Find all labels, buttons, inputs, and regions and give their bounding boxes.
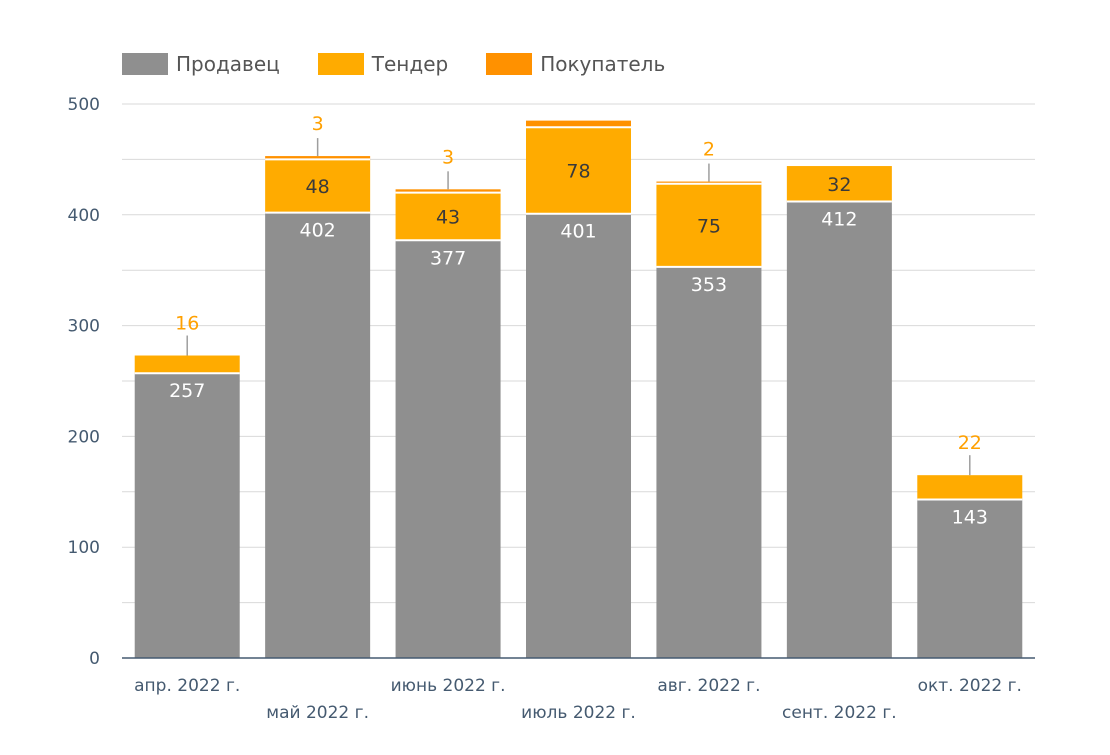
data-label-tender: 32 (827, 174, 851, 196)
data-label-buyer: 3 (312, 113, 324, 135)
y-tick-label: 200 (68, 427, 100, 447)
x-tick-label: апр. 2022 г. (134, 676, 240, 696)
x-tick-label: май 2022 г. (266, 703, 369, 723)
y-tick-label: 300 (68, 317, 100, 337)
data-label-buyer: 2 (703, 139, 715, 161)
legend-item-buyer[interactable]: Покупатель (486, 52, 665, 76)
y-tick-label: 500 (68, 95, 100, 115)
bar-segment (656, 181, 762, 184)
data-label-seller: 353 (691, 274, 727, 296)
bar-segment (656, 183, 762, 267)
legend-label-seller: Продавец (176, 52, 280, 76)
bar-segment (526, 120, 631, 128)
bar-segment (134, 355, 240, 374)
legend-item-seller[interactable]: Продавец (122, 52, 280, 76)
legend: Продавец Тендер Покупатель (122, 52, 703, 76)
data-label-buyer: 3 (442, 146, 454, 168)
x-tick-label: июль 2022 г. (521, 703, 636, 723)
data-label-seller: 412 (821, 209, 857, 231)
bar-segment (526, 127, 631, 214)
data-label-tender: 78 (566, 160, 590, 182)
data-label-tender: 75 (697, 215, 721, 237)
legend-label-buyer: Покупатель (540, 52, 666, 76)
bar-segment (786, 201, 892, 658)
data-label-seller: 377 (430, 247, 466, 269)
bar-segment (526, 213, 631, 658)
data-label-tender: 16 (175, 313, 199, 335)
legend-swatch-tender (317, 53, 364, 75)
y-tick-label: 0 (89, 649, 100, 669)
legend-label-tender: Тендер (371, 52, 449, 76)
y-tick-label: 400 (68, 206, 100, 226)
bar-segment (395, 240, 501, 658)
data-label-tender: 43 (436, 206, 460, 228)
data-label-seller: 257 (169, 380, 205, 402)
data-label-seller: 143 (952, 507, 988, 529)
data-label-tender: 48 (306, 176, 330, 198)
x-tick-label: авг. 2022 г. (657, 676, 760, 696)
bar-segment (134, 373, 240, 658)
bar-segment (786, 166, 892, 202)
legend-swatch-seller (122, 53, 168, 75)
legend-swatch-buyer (486, 53, 533, 75)
data-label-tender: 22 (958, 432, 982, 454)
data-label-seller: 401 (560, 221, 596, 243)
y-tick-label: 100 (68, 538, 100, 558)
bar-segment (656, 266, 762, 658)
bar-segment (265, 212, 371, 659)
bar-segment (395, 192, 501, 241)
data-label-seller: 402 (300, 220, 336, 242)
bar-segment (265, 156, 371, 160)
legend-item-tender[interactable]: Тендер (317, 52, 449, 76)
bar-segment (265, 159, 371, 213)
x-tick-label: июнь 2022 г. (391, 676, 506, 696)
bar-segment (395, 189, 501, 193)
x-tick-label: сент. 2022 г. (782, 703, 897, 723)
bar-segment (917, 499, 1023, 658)
bar-segment (917, 475, 1023, 500)
x-tick-label: окт. 2022 г. (918, 676, 1022, 696)
